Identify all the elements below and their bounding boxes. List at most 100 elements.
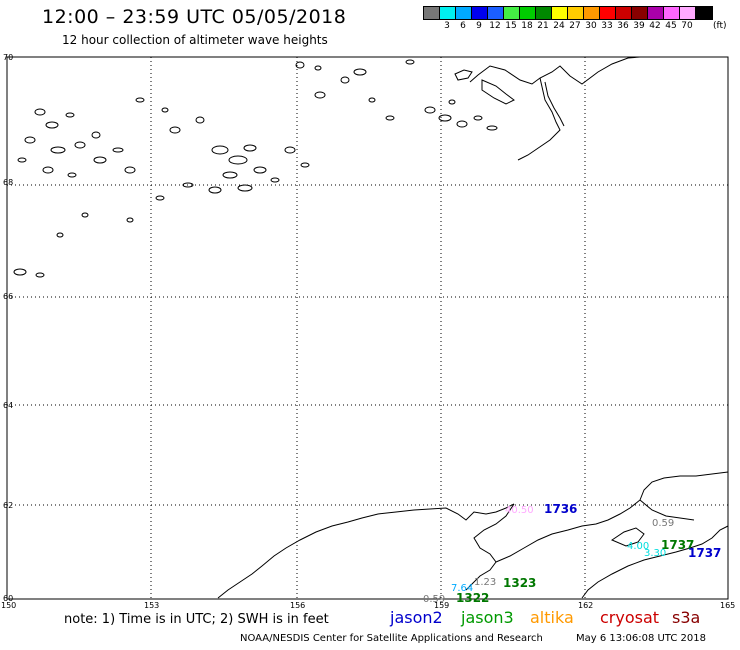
coast-segment <box>581 525 729 599</box>
legend-swatch <box>616 7 632 19</box>
legend-swatch <box>696 7 712 19</box>
lake <box>155 195 165 201</box>
obs-label: 1737 <box>688 546 721 560</box>
legend-label: 24 <box>553 21 565 31</box>
lon-label: 156 <box>290 601 305 610</box>
legend-swatch <box>424 7 440 19</box>
lake <box>13 268 27 276</box>
legend-label: 6 <box>460 21 466 31</box>
obs-label: 3.30 <box>644 548 666 559</box>
lon-label: 150 <box>1 601 16 610</box>
coast-segment <box>495 471 729 563</box>
coast-island <box>454 69 473 81</box>
map-subtitle: 12 hour collection of altimeter wave hei… <box>62 33 328 47</box>
lat-label: 64 <box>3 401 13 410</box>
legend-swatch <box>648 7 664 19</box>
lake <box>42 166 54 174</box>
lake <box>65 112 75 118</box>
lake-outlines <box>13 59 498 278</box>
coast-segment <box>469 56 641 85</box>
map-title: 12:00 – 23:59 UTC 05/05/2018 <box>42 6 347 28</box>
lon-label: 162 <box>578 601 593 610</box>
legend-label: 15 <box>505 21 517 31</box>
legend-swatch <box>552 7 568 19</box>
lon-label: 159 <box>434 601 449 610</box>
legend-label: 21 <box>537 21 549 31</box>
lake <box>284 146 296 154</box>
lake <box>424 106 436 114</box>
lake <box>300 162 310 168</box>
lake <box>34 108 46 116</box>
obs-label: 1322 <box>456 591 489 605</box>
lake <box>353 68 367 76</box>
lake <box>35 272 45 278</box>
legend-label: 12 <box>489 21 501 31</box>
lake <box>112 147 124 153</box>
latitude-labels: 70 68 66 64 62 60 <box>3 53 13 603</box>
obs-label: 40.50 <box>505 505 534 516</box>
legend-label: 9 <box>476 21 482 31</box>
obs-label: 1737 <box>661 538 694 552</box>
legend-swatch <box>584 7 600 19</box>
generation-timestamp: May 6 13:06:08 UTC 2018 <box>576 633 706 644</box>
lake <box>135 97 145 103</box>
lake <box>237 184 253 192</box>
coast-inlet <box>517 77 561 161</box>
lake <box>81 212 89 218</box>
lake <box>456 120 468 128</box>
lake <box>438 114 452 122</box>
coast-inlet-inner <box>544 81 565 127</box>
lake <box>340 76 350 84</box>
lake <box>67 172 77 178</box>
legend-swatch <box>488 7 504 19</box>
legend-label: 42 <box>649 21 661 31</box>
legend-unit: (ft) <box>713 21 727 31</box>
lon-label: 165 <box>720 601 735 610</box>
legend-swatch <box>664 7 680 19</box>
lake <box>314 65 322 71</box>
lake <box>295 61 305 69</box>
lake <box>17 157 27 163</box>
legend-swatch <box>600 7 616 19</box>
satellite-cryosat: cryosat <box>600 608 660 627</box>
lake <box>405 59 415 65</box>
obs-label: 0.59 <box>652 518 674 529</box>
lake <box>45 121 59 129</box>
legend-label: 70 <box>681 21 693 31</box>
lake <box>473 115 483 121</box>
lake <box>126 217 134 223</box>
northern-coastline <box>454 56 641 161</box>
observation-labels: 40.50 1736 0.59 4.00 3.30 1737 1737 7.64… <box>423 502 721 605</box>
lat-label: 60 <box>3 594 13 603</box>
lat-label: 66 <box>3 292 13 301</box>
coast-lagoon <box>481 79 515 105</box>
satellite-jason3: jason3 <box>461 608 514 627</box>
lake <box>228 155 248 165</box>
lat-label: 62 <box>3 501 13 510</box>
lake <box>93 156 107 164</box>
lake <box>448 99 456 105</box>
lat-label: 70 <box>3 53 13 62</box>
legend-label: 18 <box>521 21 533 31</box>
footnote: note: 1) Time is in UTC; 2) SWH is in fe… <box>64 612 329 627</box>
legend-swatch <box>440 7 456 19</box>
graticule <box>7 57 728 599</box>
lake <box>211 145 229 155</box>
legend-swatch <box>568 7 584 19</box>
lake <box>253 166 267 174</box>
legend-label: 39 <box>633 21 645 31</box>
legend-label: 30 <box>585 21 597 31</box>
legend-swatch <box>520 7 536 19</box>
legend-swatch <box>504 7 520 19</box>
lake <box>56 232 64 238</box>
legend-label: 33 <box>601 21 613 31</box>
coast-segment <box>465 503 515 591</box>
obs-label: 4.00 <box>627 541 649 552</box>
legend-label: 36 <box>617 21 629 31</box>
southern-coastline <box>217 471 729 599</box>
legend-label: 45 <box>665 21 677 31</box>
satellite-jason2: jason2 <box>390 608 443 627</box>
legend-swatch <box>536 7 552 19</box>
longitude-labels: 150 153 156 159 162 165 <box>1 601 735 610</box>
lake <box>222 171 238 179</box>
